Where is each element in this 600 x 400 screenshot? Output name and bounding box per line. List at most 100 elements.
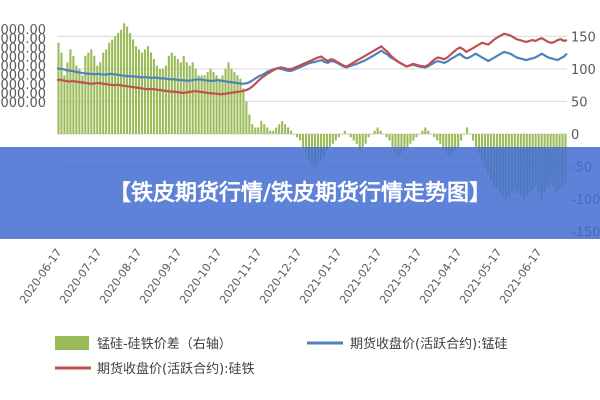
bar (75, 65, 78, 134)
bar (430, 134, 433, 135)
bar (152, 59, 155, 135)
bar (134, 46, 138, 134)
bar (296, 134, 299, 138)
bar (388, 134, 391, 141)
bar (337, 134, 340, 138)
bar (418, 134, 421, 135)
bar (331, 134, 334, 144)
left-axis-ticks: 15000.0014000.0013000.0012000.0011000.00… (0, 23, 46, 111)
bar (87, 52, 90, 135)
bar (260, 120, 263, 134)
left-axis-tick-label: 12000.00 (0, 50, 46, 65)
bar (325, 134, 328, 151)
bar (248, 114, 251, 134)
bar (457, 134, 460, 148)
bar (137, 49, 141, 134)
bar (343, 130, 346, 134)
bar (188, 65, 191, 134)
bar (215, 75, 218, 134)
bar (105, 49, 108, 134)
bar (379, 130, 382, 134)
bar (394, 134, 397, 154)
bar (302, 134, 305, 148)
bar (129, 33, 132, 134)
left-axis-tick-label: 9000.00 (0, 78, 46, 93)
bar (93, 55, 96, 135)
legend-swatch-bar (55, 336, 89, 350)
bar (176, 59, 179, 135)
bar (236, 75, 239, 134)
bar (117, 33, 120, 134)
bar (281, 120, 284, 134)
bar (266, 127, 269, 134)
bar (206, 72, 209, 134)
line-si-fe (56, 32, 568, 96)
bar (322, 134, 325, 157)
bar (460, 134, 463, 141)
bar (233, 72, 236, 134)
bar (272, 130, 275, 134)
bar (155, 65, 158, 134)
bar (400, 134, 403, 154)
bar (367, 134, 370, 138)
x-axis-tick-label: 2021-06-17 (497, 246, 544, 306)
bar (149, 52, 152, 135)
bar (161, 68, 164, 134)
left-axis-tick-label: 15000.00 (0, 23, 46, 38)
bar (66, 62, 69, 134)
bar (200, 75, 203, 134)
left-axis-tick-label: 14000.00 (0, 32, 46, 47)
legend-label-si-fe: 期货收盘价(活跃合约):硅铁 (97, 361, 255, 377)
bar (454, 134, 457, 151)
bar (373, 130, 376, 134)
bar (397, 134, 400, 157)
bar (304, 134, 308, 154)
bar (230, 68, 233, 134)
bar (352, 134, 355, 141)
bar (191, 62, 194, 134)
left-axis-tick-label: 13000.00 (0, 41, 46, 56)
bar (99, 62, 102, 134)
bar (254, 127, 257, 134)
bar (182, 55, 185, 135)
bar (385, 134, 388, 138)
title-banner: 【铁皮期货行情/铁皮期货行情走势图】 (0, 147, 600, 239)
left-axis-tick-label: 8000.00 (0, 87, 46, 102)
bar (111, 39, 114, 134)
bar (439, 134, 442, 144)
bar (194, 68, 197, 134)
bar (355, 134, 358, 144)
bar (126, 26, 129, 135)
bar (361, 134, 364, 148)
bar (158, 68, 161, 134)
bar (427, 130, 430, 134)
bar (218, 78, 221, 134)
bar (474, 134, 478, 148)
bar (293, 134, 296, 135)
bar (436, 134, 439, 141)
bar (197, 75, 200, 134)
left-axis-tick-label: 7000.00 (0, 96, 46, 111)
bar (203, 75, 206, 134)
bar (328, 134, 331, 148)
bar (69, 49, 72, 134)
left-axis-tick-label: 10000.00 (0, 69, 46, 84)
right-axis-tick-label: 100 (571, 63, 596, 78)
bar (424, 127, 427, 134)
bar (409, 134, 412, 144)
bar (227, 62, 230, 134)
bar (63, 75, 66, 134)
bar (391, 134, 394, 148)
bar (242, 88, 245, 134)
page-title: 【铁皮期货行情/铁皮期货行情走势图】 (108, 180, 492, 206)
bar (382, 134, 385, 135)
left-axis-tick-label: 11000.00 (0, 60, 46, 75)
bar (90, 49, 93, 134)
bar (442, 134, 445, 151)
bar (451, 134, 454, 154)
bar (140, 52, 144, 135)
bar (406, 134, 409, 148)
bar (72, 55, 75, 135)
bar (299, 134, 302, 141)
